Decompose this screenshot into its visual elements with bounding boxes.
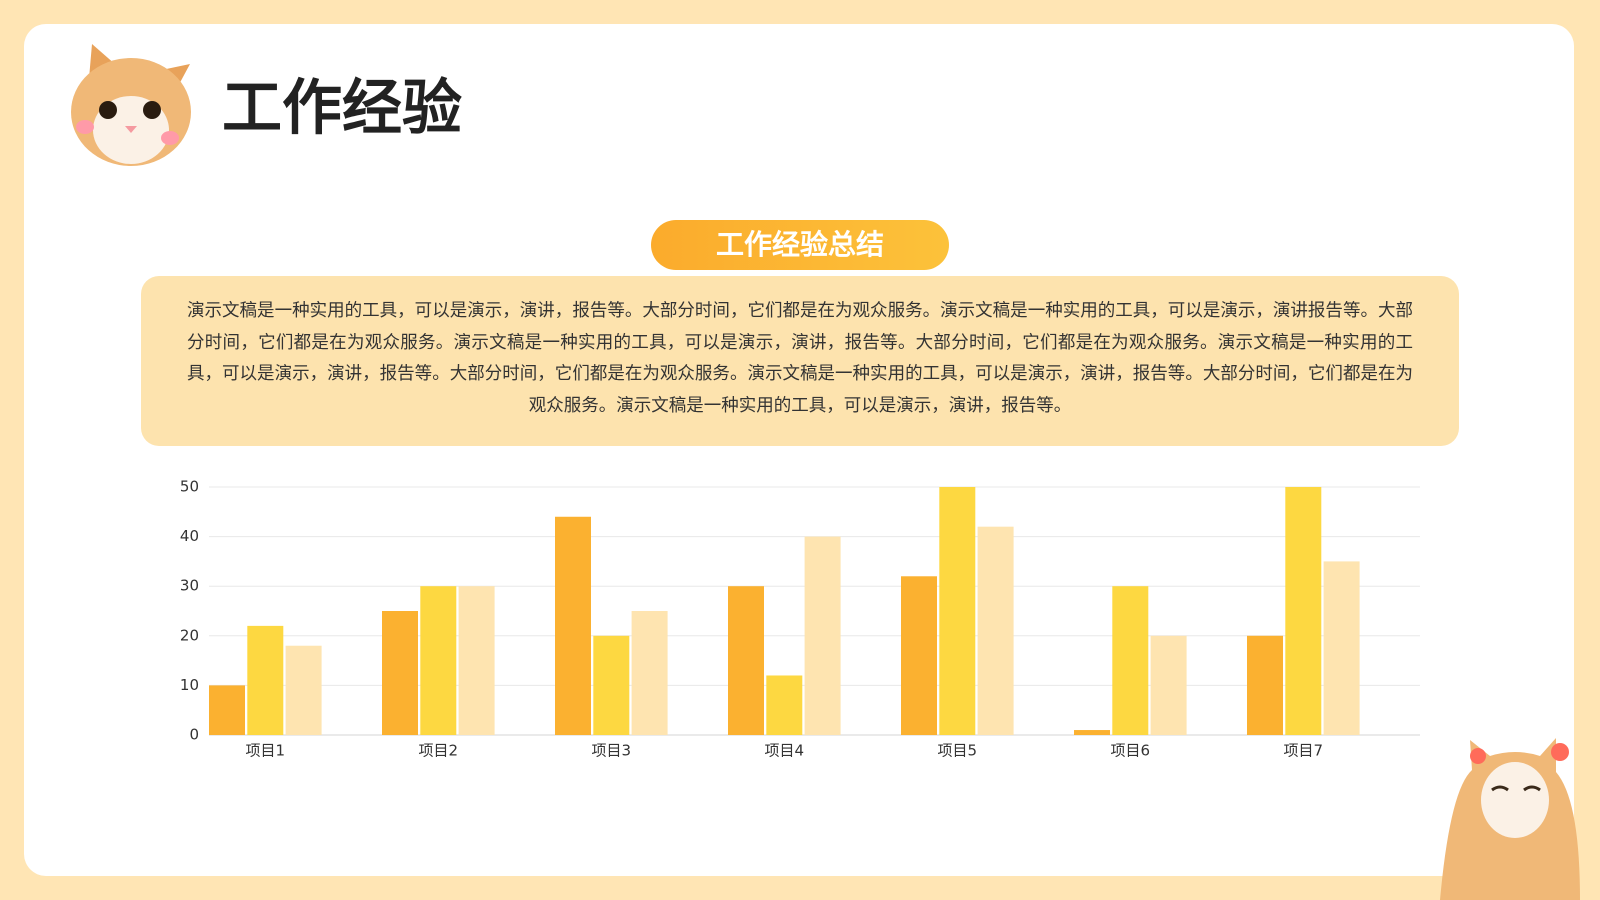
bar (728, 586, 764, 735)
bar (458, 586, 495, 735)
bar (804, 536, 841, 735)
x-tick-label: 项目7 (1284, 742, 1324, 760)
x-tick-label: 项目4 (765, 742, 805, 760)
section-label: 工作经验总结 (716, 228, 884, 261)
cat-head (71, 44, 191, 166)
y-tick-label: 10 (180, 676, 199, 694)
y-tick-label: 0 (189, 726, 199, 744)
bar (939, 487, 976, 735)
bar (285, 645, 322, 735)
page-title: 工作经验 (222, 74, 462, 144)
bar (1247, 635, 1283, 735)
bar (1150, 635, 1187, 735)
summary-text: 演示文稿是一种实用的工具，可以是演示，演讲，报告等。大部分时间，它们都是在为观众… (141, 276, 1459, 446)
x-tick-label: 项目2 (419, 742, 459, 760)
bar (766, 675, 803, 735)
section-pill (651, 220, 949, 270)
bar (593, 635, 630, 735)
bar (631, 611, 668, 735)
bar (555, 516, 591, 735)
bar (247, 625, 284, 735)
x-tick-label: 项目5 (938, 742, 978, 760)
bar (420, 586, 457, 735)
bar (1285, 487, 1322, 735)
y-tick-label: 30 (180, 577, 199, 595)
y-tick-label: 50 (180, 478, 199, 496)
bar (977, 526, 1014, 735)
x-tick-label: 项目3 (592, 742, 632, 760)
bar (1074, 730, 1110, 735)
x-tick-label: 项目6 (1111, 742, 1151, 760)
bar (901, 576, 937, 735)
bar (1323, 561, 1360, 735)
cat-corner (1440, 738, 1580, 900)
y-tick-label: 20 (180, 626, 199, 644)
bar (382, 611, 418, 735)
bar (209, 685, 245, 735)
y-tick-label: 40 (180, 527, 199, 545)
bar (1112, 586, 1149, 735)
x-tick-label: 项目1 (246, 742, 286, 760)
